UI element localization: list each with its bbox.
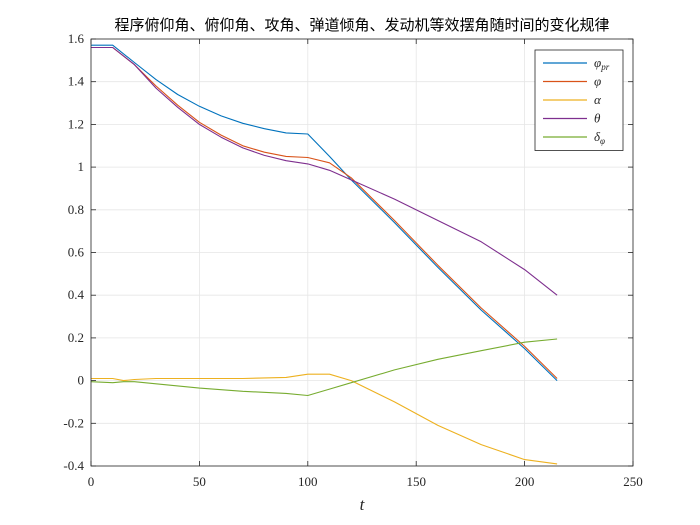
x-tick-label: 50 <box>193 474 206 489</box>
series-line <box>91 44 558 381</box>
legend-label: θ <box>594 111 601 126</box>
x-tick-label: 200 <box>515 474 535 489</box>
series-line <box>91 46 558 296</box>
legend-label: δφ <box>594 129 605 146</box>
legend-label: α <box>594 92 602 107</box>
series-lines <box>90 44 558 465</box>
y-tick-label: 1 <box>78 159 85 174</box>
y-tick-label: -0.4 <box>63 458 84 473</box>
x-tick-label: 250 <box>623 474 643 489</box>
ticks: 0 50 100 150 200 250 -0.4 -0.2 0 0.2 0.4 0.6 0.8 1 1.2… <box>63 31 642 489</box>
y-tick-label: 0.4 <box>68 287 85 302</box>
y-tick-label: 1.6 <box>68 31 85 46</box>
series-line <box>90 338 558 397</box>
series-line <box>91 46 558 379</box>
series-line <box>91 373 558 465</box>
legend: φpr φαθ δφ <box>534 49 624 151</box>
legend-label: φpr <box>594 55 610 72</box>
x-axis-label: t <box>360 495 366 514</box>
x-tick-label: 0 <box>88 474 95 489</box>
x-tick-label: 100 <box>298 474 318 489</box>
y-tick-label: 0 <box>78 373 85 388</box>
y-tick-label: 0.8 <box>68 202 84 217</box>
y-tick-label: 0.6 <box>68 245 85 260</box>
y-tick-label: 1.4 <box>68 74 85 89</box>
y-tick-label: -0.2 <box>63 415 84 430</box>
legend-label: φ <box>594 74 601 89</box>
chart-title: 程序俯仰角、俯仰角、攻角、弹道倾角、发动机等效摆角随时间的变化规律 <box>114 16 609 34</box>
y-tick-label: 1.2 <box>68 116 84 131</box>
x-tick-label: 150 <box>406 474 426 489</box>
y-tick-label: 0.2 <box>68 330 84 345</box>
